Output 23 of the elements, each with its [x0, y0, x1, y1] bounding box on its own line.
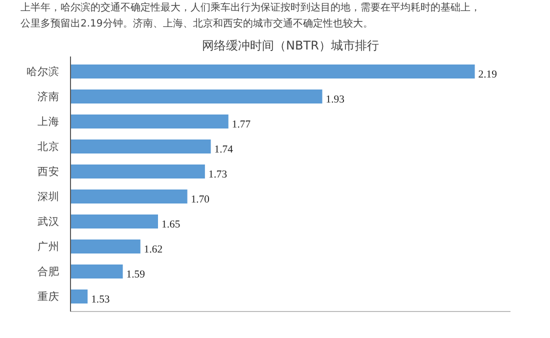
text: 公里多预留出2.19分钟。济南、上海、北京和西安的城市交通不确定性也较大。 — [20, 18, 373, 30]
data-label: 2.19 — [478, 70, 497, 80]
data-label: 1.93 — [326, 94, 344, 106]
chart-title: 网络缓冲时间（NBTR）城市排行 — [202, 38, 379, 52]
data-label: 1.59 — [126, 270, 145, 280]
y-tick-label: 重庆 — [38, 290, 60, 303]
data-label: 1.73 — [208, 170, 228, 180]
y-tick-label: 广州 — [38, 240, 60, 253]
data-label: 1.70 — [190, 194, 210, 206]
y-tick-label: 北京 — [38, 140, 60, 153]
data-label: 1.77 — [232, 120, 252, 130]
text: 上半年，哈尔滨的交通不确定性最大，人们乘车出行为保证按时到达目的地，需要在平均耗时的基础上， — [20, 2, 480, 14]
y-tick-label: 上海 — [38, 115, 60, 128]
y-tick-label: 济南 — [38, 90, 60, 103]
data-label: 1.74 — [214, 144, 234, 156]
data-label: 1.65 — [162, 220, 180, 230]
y-tick-label: 深圳 — [38, 190, 60, 203]
y-tick-label: 哈尔滨 — [26, 65, 60, 78]
data-label: 1.53 — [91, 294, 110, 306]
data-label: 1.62 — [144, 244, 163, 256]
y-tick-label: 合肥 — [38, 265, 60, 278]
y-tick-label: 武汉 — [38, 215, 60, 228]
y-tick-label: 西安 — [38, 165, 60, 178]
